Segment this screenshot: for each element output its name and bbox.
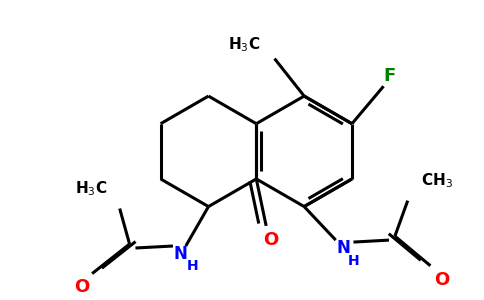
Text: N: N [174, 245, 188, 263]
Text: H: H [348, 254, 359, 268]
Text: O: O [263, 231, 279, 249]
Text: N: N [337, 239, 350, 257]
Text: H: H [187, 259, 198, 273]
Text: H$_3$C: H$_3$C [228, 35, 261, 54]
Text: CH$_3$: CH$_3$ [421, 172, 453, 190]
Text: O: O [75, 278, 90, 296]
Text: O: O [435, 271, 450, 289]
Text: H$_3$C: H$_3$C [75, 179, 107, 198]
Text: F: F [383, 68, 395, 85]
